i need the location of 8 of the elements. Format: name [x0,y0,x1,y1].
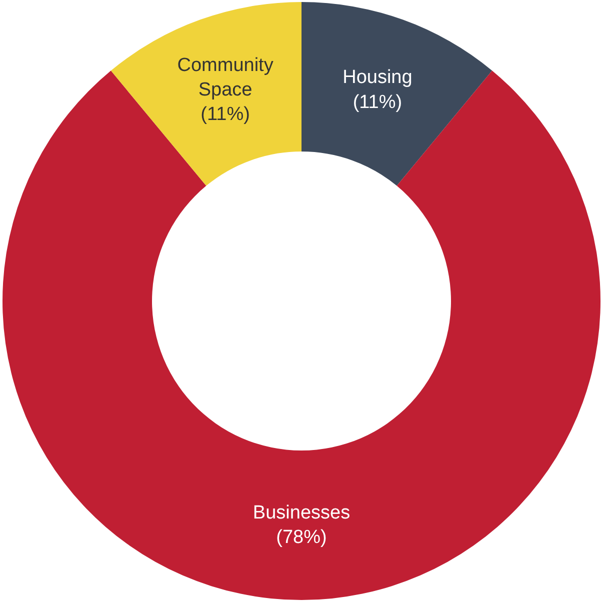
donut-slice [302,2,492,186]
data-label: (11%) [200,104,250,126]
slice-label: Housing [342,67,412,88]
slice-label: Community Space [177,54,274,101]
donut-slice [110,2,302,186]
slice-label: Businesses [252,502,350,524]
data-label: (11%) [352,92,402,113]
data-label: (78%) [276,527,327,548]
